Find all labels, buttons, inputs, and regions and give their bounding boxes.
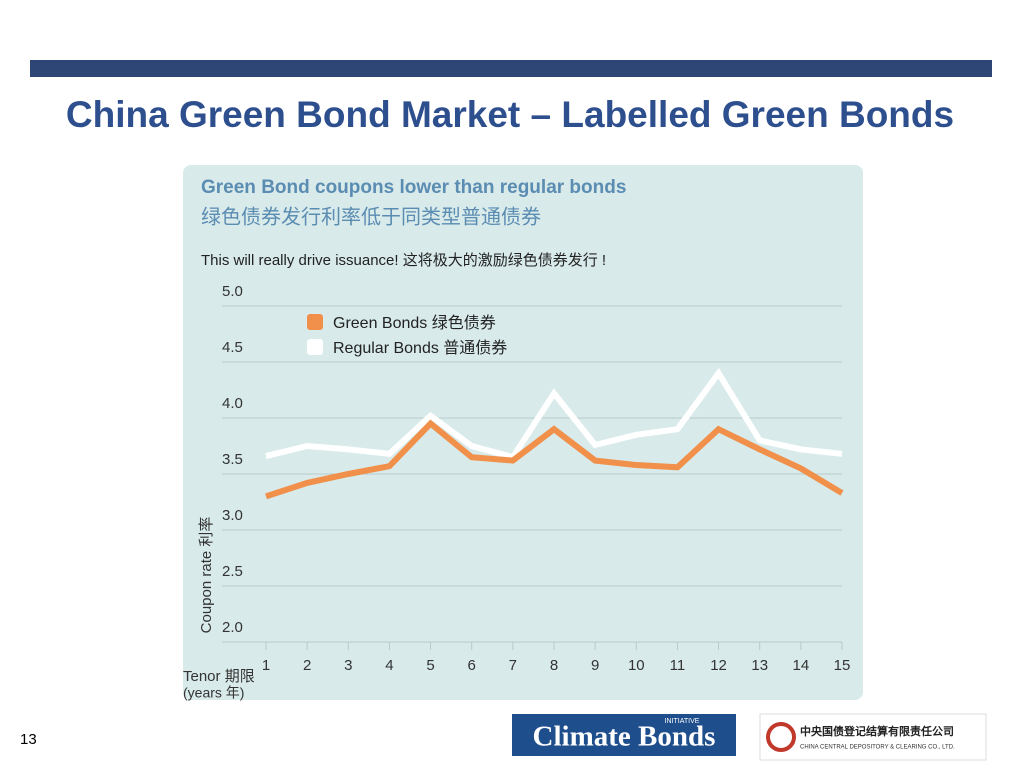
header-bar bbox=[30, 60, 992, 77]
x-tick-label: 10 bbox=[628, 657, 645, 674]
y-tick-label: 2.5 bbox=[222, 563, 243, 580]
legend-swatch bbox=[307, 314, 323, 330]
x-tick-label: 9 bbox=[591, 657, 599, 674]
annotation: This will really drive issuance! 这将极大的激励… bbox=[201, 252, 606, 269]
y-tick-label: 4.5 bbox=[222, 339, 243, 356]
logo-tag: INITIATIVE bbox=[665, 718, 700, 725]
chart-panel bbox=[183, 165, 863, 700]
y-axis-label: Coupon rate 利率 bbox=[198, 517, 215, 634]
chart-title: Green Bond coupons lower than regular bo… bbox=[201, 177, 626, 198]
x-tick-label: 2 bbox=[303, 657, 311, 674]
x-tick-label: 4 bbox=[385, 657, 393, 674]
x-tick-label: 7 bbox=[509, 657, 517, 674]
x-axis-unit: (years 年) bbox=[183, 685, 244, 701]
x-tick-label: 14 bbox=[793, 657, 810, 674]
y-tick-label: 3.0 bbox=[222, 507, 243, 524]
logo-ccdc-name: 中央国债登记结算有限责任公司 bbox=[800, 724, 954, 738]
page-number: 13 bbox=[20, 731, 37, 748]
slide-title: China Green Bond Market – Labelled Green… bbox=[66, 94, 954, 135]
x-tick-label: 8 bbox=[550, 657, 558, 674]
y-tick-label: 4.0 bbox=[222, 395, 243, 412]
x-tick-label: 13 bbox=[751, 657, 768, 674]
x-tick-label: 3 bbox=[344, 657, 352, 674]
x-tick-label: 12 bbox=[710, 657, 727, 674]
y-tick-label: 2.0 bbox=[222, 619, 243, 636]
series-line bbox=[265, 419, 844, 500]
x-tick-label: 1 bbox=[262, 657, 270, 674]
y-tick-label: 3.5 bbox=[222, 451, 243, 468]
legend-label: Green Bonds 绿色债券 bbox=[333, 314, 496, 332]
x-axis-label: Tenor 期限 bbox=[183, 668, 255, 685]
logo-climate-bonds bbox=[512, 714, 736, 756]
x-tick-label: 11 bbox=[670, 657, 686, 674]
logo-ccdc-icon bbox=[766, 722, 796, 752]
y-tick-label: 5.0 bbox=[222, 283, 243, 300]
x-tick-label: 6 bbox=[468, 657, 476, 674]
x-tick-label: 5 bbox=[426, 657, 434, 674]
series-line bbox=[265, 367, 843, 461]
logo-name: Climate Bonds bbox=[533, 721, 716, 753]
chart-subtitle: 绿色债券发行利率低于同类型普通债券 bbox=[201, 205, 541, 228]
logo-ccdc bbox=[759, 713, 987, 761]
x-tick-label: 15 bbox=[834, 657, 851, 674]
legend-swatch bbox=[307, 339, 323, 355]
logo-ccdc-english: CHINA CENTRAL DEPOSITORY & CLEARING CO.,… bbox=[800, 745, 955, 751]
legend-label: Regular Bonds 普通债券 bbox=[333, 339, 507, 357]
